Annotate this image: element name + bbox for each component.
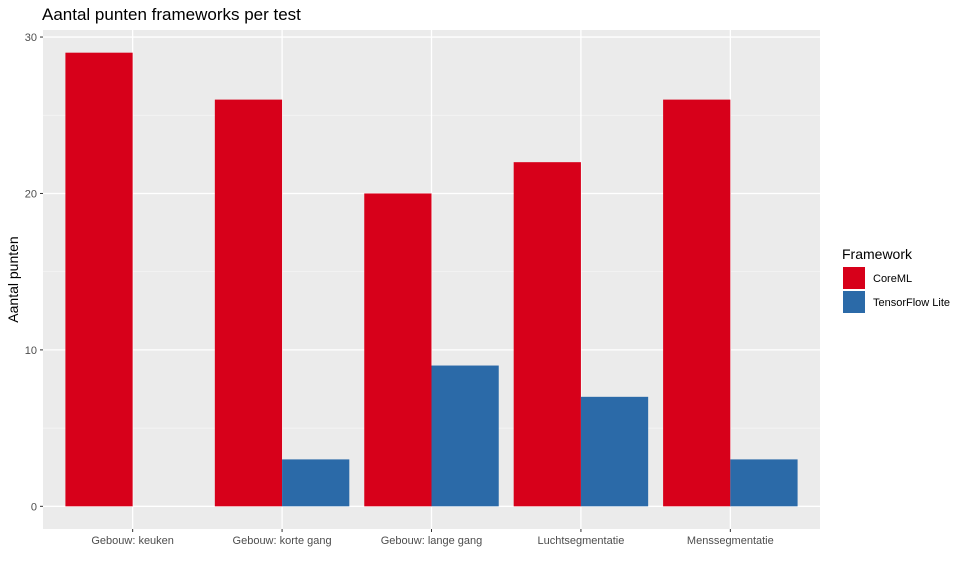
bar-tensorflow-lite (282, 459, 350, 507)
bar-coreml (513, 162, 581, 507)
legend-title: Framework (842, 246, 913, 262)
bar-tensorflow-lite (730, 459, 798, 507)
y-tick-label: 20 (25, 188, 37, 200)
bar-coreml (364, 193, 432, 507)
bar-tensorflow-lite (431, 365, 499, 507)
y-tick-label: 0 (31, 501, 37, 513)
x-axis: Gebouw: keuken Gebouw: korte gang Gebouw: … (91, 529, 774, 547)
y-tick-label: 30 (25, 32, 37, 44)
x-tick-label: Gebouw: lange gang (381, 535, 483, 547)
legend-key-tensorflow-lite (843, 291, 865, 313)
chart-title: Aantal punten frameworks per test (42, 5, 301, 24)
x-tick-label: Gebouw: korte gang (233, 535, 332, 547)
legend-label: TensorFlow Lite (873, 297, 950, 309)
y-axis-title: Aantal punten (5, 236, 21, 322)
y-axis: 0 10 20 30 (25, 32, 43, 513)
legend-label: CoreML (873, 273, 912, 285)
y-tick-label: 10 (25, 345, 37, 357)
bars (65, 52, 798, 507)
x-tick-label: Luchtsegmentatie (538, 535, 625, 547)
x-tick-label: Menssegmentatie (687, 535, 774, 547)
legend-key-coreml (843, 267, 865, 289)
legend: Framework CoreML TensorFlow Lite (842, 246, 950, 313)
bar-coreml (65, 52, 133, 507)
bar-tensorflow-lite (580, 396, 649, 507)
bar-coreml (214, 99, 283, 507)
x-tick-label: Gebouw: keuken (91, 535, 174, 547)
bar-coreml (663, 99, 731, 507)
